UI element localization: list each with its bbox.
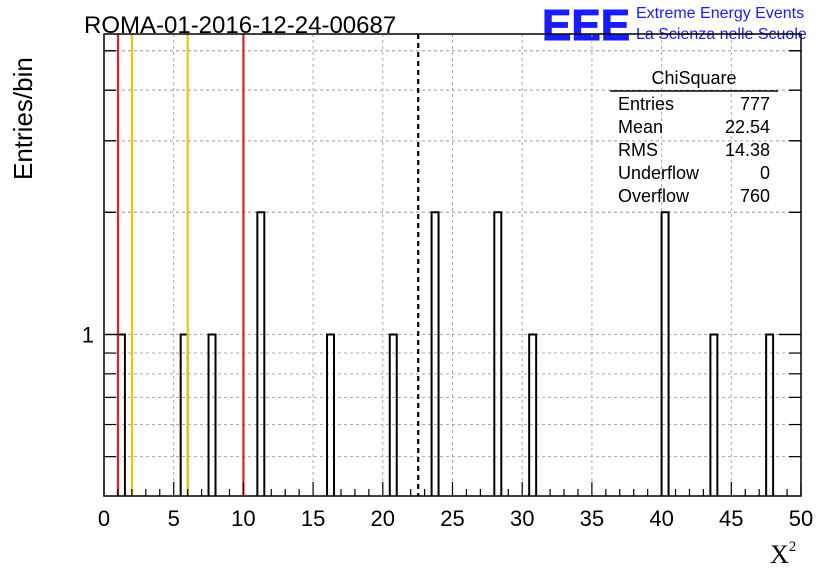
stats-label: Underflow (618, 163, 700, 183)
x-tick-label: 45 (719, 506, 743, 531)
grid (104, 34, 801, 496)
x-tick-label: 20 (371, 506, 395, 531)
x-axis-label: X2 (770, 539, 796, 569)
stats-value: 22.54 (725, 117, 770, 137)
histogram-bin (709, 333, 719, 496)
stats-value: 777 (740, 94, 770, 114)
stats-label: Mean (618, 117, 663, 137)
histogram-bars (116, 211, 775, 496)
stats-value: 14.38 (725, 140, 770, 160)
histogram-bin (326, 333, 336, 496)
stats-value: 760 (740, 186, 770, 206)
histogram-bin (493, 211, 503, 496)
logo-line-1: Extreme Energy Events (636, 5, 804, 22)
histogram-bin (256, 211, 266, 496)
reference-lines (116, 34, 420, 496)
eee-logo: EEE (542, 1, 630, 50)
x-axis-label-base: X (770, 540, 789, 569)
x-tick-label: 30 (510, 506, 534, 531)
x-axis-label-superscript: 2 (789, 539, 797, 555)
x-tick-label: 10 (231, 506, 255, 531)
x-tick-label: 15 (301, 506, 325, 531)
x-tick-label: 25 (440, 506, 464, 531)
histogram-bin (528, 333, 538, 496)
x-tick-label: 50 (789, 506, 813, 531)
stats-label: Overflow (618, 186, 690, 206)
histogram-bin (765, 333, 775, 496)
histogram-bin (207, 333, 217, 496)
histogram-bin (660, 211, 670, 496)
y-axis-label: Entries/bin (8, 57, 38, 180)
x-tick-label: 40 (649, 506, 673, 531)
histogram-bin (430, 211, 440, 496)
stats-label: RMS (618, 140, 658, 160)
stats-title: ChiSquare (651, 68, 736, 88)
stats-value: 0 (760, 163, 770, 183)
y-axis: 1 (82, 50, 801, 458)
histogram-bin (388, 333, 398, 496)
y-tick-label: 1 (82, 322, 94, 347)
x-tick-label: 35 (580, 506, 604, 531)
stats-box: ChiSquare Entries 777 Mean 22.54 RMS 14.38 Und… (610, 68, 778, 206)
stats-label: Entries (618, 94, 674, 114)
x-tick-label: 5 (168, 506, 180, 531)
x-axis: 0 5 10 15 20 25 30 35 40 45 50 (98, 482, 813, 531)
x-tick-label: 0 (98, 506, 110, 531)
